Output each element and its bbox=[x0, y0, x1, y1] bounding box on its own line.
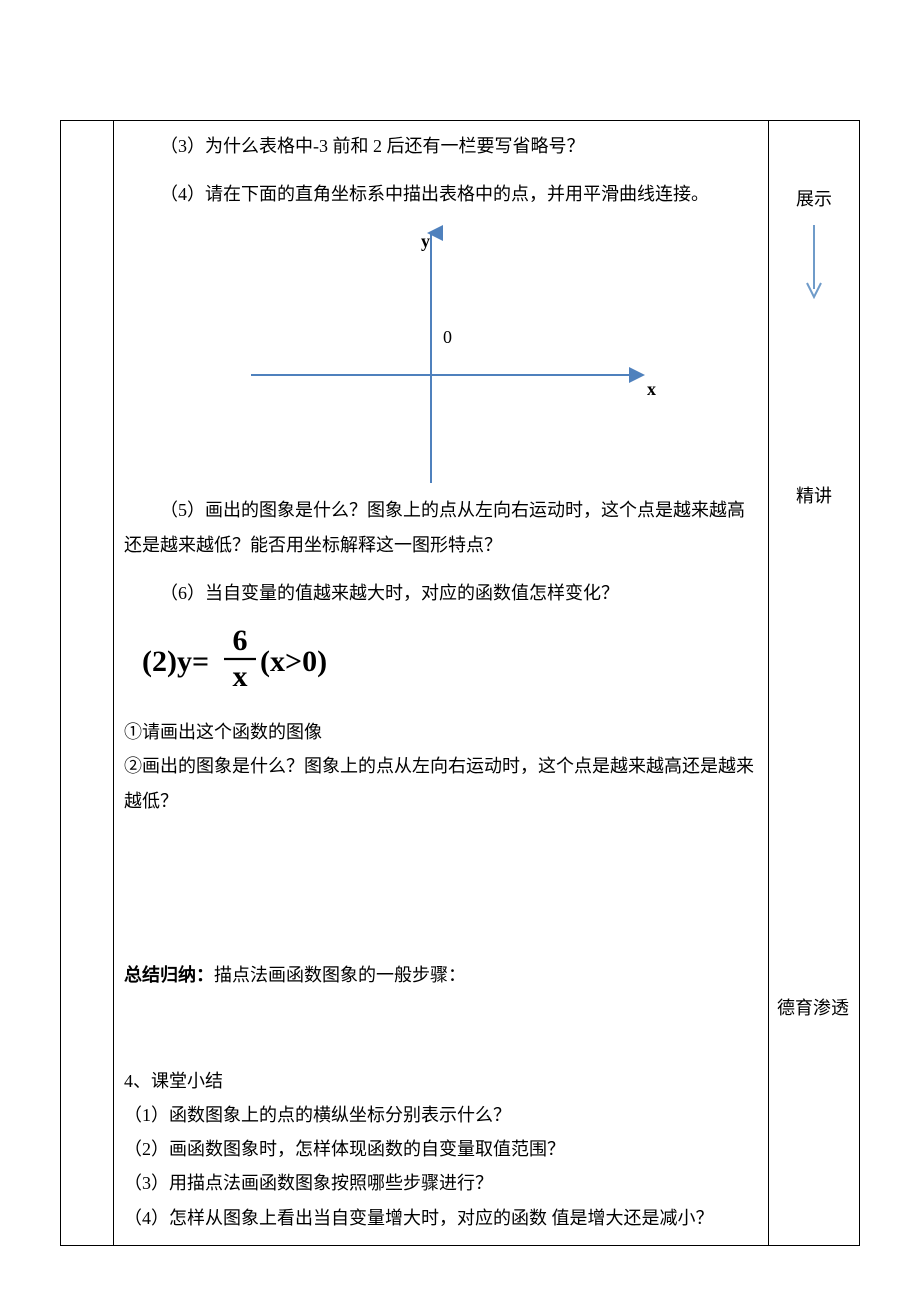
origin-label: 0 bbox=[443, 327, 452, 347]
right-label-display: 展示 bbox=[773, 183, 855, 215]
down-arrow-icon bbox=[804, 223, 824, 299]
formula-numerator: 6 bbox=[233, 624, 248, 657]
section-4-q2: （2）画函数图象时，怎样体现函数的自变量取值范围？ bbox=[124, 1132, 758, 1166]
formula-2: (2)y= 6 x (x>0) bbox=[142, 624, 758, 705]
section-4-title: 4、课堂小结 bbox=[124, 1064, 758, 1098]
main-column: （3）为什么表格中-3 前和 2 后还有一栏要写省略号？ （4）请在下面的直角坐… bbox=[114, 121, 769, 1246]
right-label-lecture: 精讲 bbox=[773, 480, 855, 512]
question-4: （4）请在下面的直角坐标系中描出表格中的点，并用平滑曲线连接。 bbox=[124, 177, 758, 211]
main-content: （3）为什么表格中-3 前和 2 后还有一栏要写省略号？ （4）请在下面的直角坐… bbox=[114, 121, 768, 1245]
coordinate-axes: y x 0 bbox=[221, 225, 661, 485]
formula-denominator: x bbox=[233, 660, 248, 693]
left-column bbox=[61, 121, 114, 1246]
layout-table: （3）为什么表格中-3 前和 2 后还有一栏要写省略号？ （4）请在下面的直角坐… bbox=[60, 120, 860, 1246]
question-6: （6）当自变量的值越来越大时，对应的函数值怎样变化？ bbox=[124, 576, 758, 610]
right-label-moral: 德育渗透 bbox=[777, 992, 855, 1024]
right-content: 展示 精讲 德育渗透 bbox=[769, 121, 859, 1031]
formula-prefix: (2)y= bbox=[142, 645, 209, 678]
subtask-1: ①请画出这个函数的图像 bbox=[124, 715, 758, 749]
formula-svg: (2)y= 6 x (x>0) bbox=[142, 624, 452, 694]
subtask-2: ②画出的图象是什么？图象上的点从左向右运动时，这个点是越来越高还是越来越低？ bbox=[124, 749, 758, 817]
section-4-q4: （4）怎样从图象上看出当自变量增大时，对应的函数 值是增大还是减小？ bbox=[124, 1201, 758, 1235]
page-root: （3）为什么表格中-3 前和 2 后还有一栏要写省略号？ （4）请在下面的直角坐… bbox=[0, 0, 920, 1300]
spacer-1 bbox=[124, 818, 758, 958]
question-5: （5）画出的图象是什么？图象上的点从左向右运动时，这个点是越来越高还是越来越低？… bbox=[124, 493, 758, 561]
summary-text: 描点法画函数图象的一般步骤： bbox=[214, 965, 466, 985]
right-label-2-wrap: 精讲 bbox=[773, 480, 855, 512]
axes-svg: y x 0 bbox=[221, 225, 661, 485]
x-axis-label: x bbox=[647, 379, 656, 399]
spacer-2 bbox=[124, 992, 758, 1046]
right-label-3-wrap: 德育渗透 bbox=[773, 992, 855, 1024]
section-4-q3: （3）用描点法画函数图象按照哪些步骤进行？ bbox=[124, 1166, 758, 1200]
summary-line: 总结归纳：描点法画函数图象的一般步骤： bbox=[124, 958, 758, 992]
question-3: （3）为什么表格中-3 前和 2 后还有一栏要写省略号？ bbox=[124, 129, 758, 163]
right-column: 展示 精讲 德育渗透 bbox=[769, 121, 860, 1246]
right-label-1-wrap: 展示 bbox=[773, 183, 855, 310]
summary-label: 总结归纳： bbox=[124, 965, 214, 985]
formula-suffix: (x>0) bbox=[260, 645, 327, 678]
section-4-q1: （1）函数图象上的点的横纵坐标分别表示什么？ bbox=[124, 1098, 758, 1132]
y-axis-label: y bbox=[421, 231, 430, 251]
